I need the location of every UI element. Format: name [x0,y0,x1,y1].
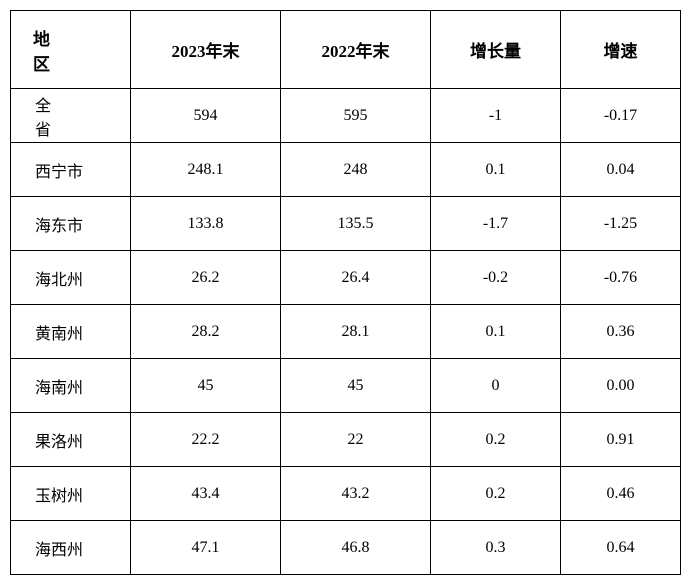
cell-growth: 0 [431,359,561,413]
cell-region: 西宁市 [11,143,131,197]
header-row: 地区 2023年末 2022年末 增长量 增速 [11,11,681,89]
cell-2022: 28.1 [281,305,431,359]
cell-growth: 0.3 [431,521,561,575]
table-row: 海北州 26.2 26.4 -0.2 -0.76 [11,251,681,305]
table-row: 玉树州 43.4 43.2 0.2 0.46 [11,467,681,521]
cell-2022: 43.2 [281,467,431,521]
cell-2023: 133.8 [131,197,281,251]
cell-2023: 28.2 [131,305,281,359]
cell-rate: 0.64 [561,521,681,575]
table-row: 海南州 45 45 0 0.00 [11,359,681,413]
cell-region: 海东市 [11,197,131,251]
cell-region: 全省 [11,89,131,143]
cell-rate: 0.00 [561,359,681,413]
cell-2022: 45 [281,359,431,413]
cell-region: 海南州 [11,359,131,413]
cell-region: 海北州 [11,251,131,305]
table-row: 西宁市 248.1 248 0.1 0.04 [11,143,681,197]
cell-2022: 248 [281,143,431,197]
cell-rate: 0.91 [561,413,681,467]
header-growth: 增长量 [431,11,561,89]
cell-2023: 22.2 [131,413,281,467]
cell-2022: 595 [281,89,431,143]
cell-2023: 594 [131,89,281,143]
cell-rate: 0.46 [561,467,681,521]
cell-region: 黄南州 [11,305,131,359]
header-region: 地区 [11,11,131,89]
table-body: 全省 594 595 -1 -0.17 西宁市 248.1 248 0.1 0.… [11,89,681,575]
cell-2022: 135.5 [281,197,431,251]
cell-growth: 0.1 [431,143,561,197]
table-row: 海东市 133.8 135.5 -1.7 -1.25 [11,197,681,251]
cell-growth: 0.2 [431,413,561,467]
cell-2023: 248.1 [131,143,281,197]
header-2023: 2023年末 [131,11,281,89]
table-row: 全省 594 595 -1 -0.17 [11,89,681,143]
cell-growth: -0.2 [431,251,561,305]
cell-growth: 0.2 [431,467,561,521]
cell-region: 海西州 [11,521,131,575]
cell-rate: -0.76 [561,251,681,305]
cell-2023: 45 [131,359,281,413]
cell-2022: 26.4 [281,251,431,305]
cell-region: 果洛州 [11,413,131,467]
header-rate: 增速 [561,11,681,89]
table-row: 黄南州 28.2 28.1 0.1 0.36 [11,305,681,359]
cell-2023: 47.1 [131,521,281,575]
cell-2023: 26.2 [131,251,281,305]
cell-growth: -1 [431,89,561,143]
cell-rate: -0.17 [561,89,681,143]
cell-rate: 0.04 [561,143,681,197]
cell-2023: 43.4 [131,467,281,521]
cell-2022: 22 [281,413,431,467]
cell-growth: 0.1 [431,305,561,359]
header-2022: 2022年末 [281,11,431,89]
cell-growth: -1.7 [431,197,561,251]
cell-rate: 0.36 [561,305,681,359]
cell-rate: -1.25 [561,197,681,251]
data-table: 地区 2023年末 2022年末 增长量 增速 全省 594 595 -1 -0… [10,10,681,575]
cell-2022: 46.8 [281,521,431,575]
table-row: 海西州 47.1 46.8 0.3 0.64 [11,521,681,575]
cell-region: 玉树州 [11,467,131,521]
table-row: 果洛州 22.2 22 0.2 0.91 [11,413,681,467]
